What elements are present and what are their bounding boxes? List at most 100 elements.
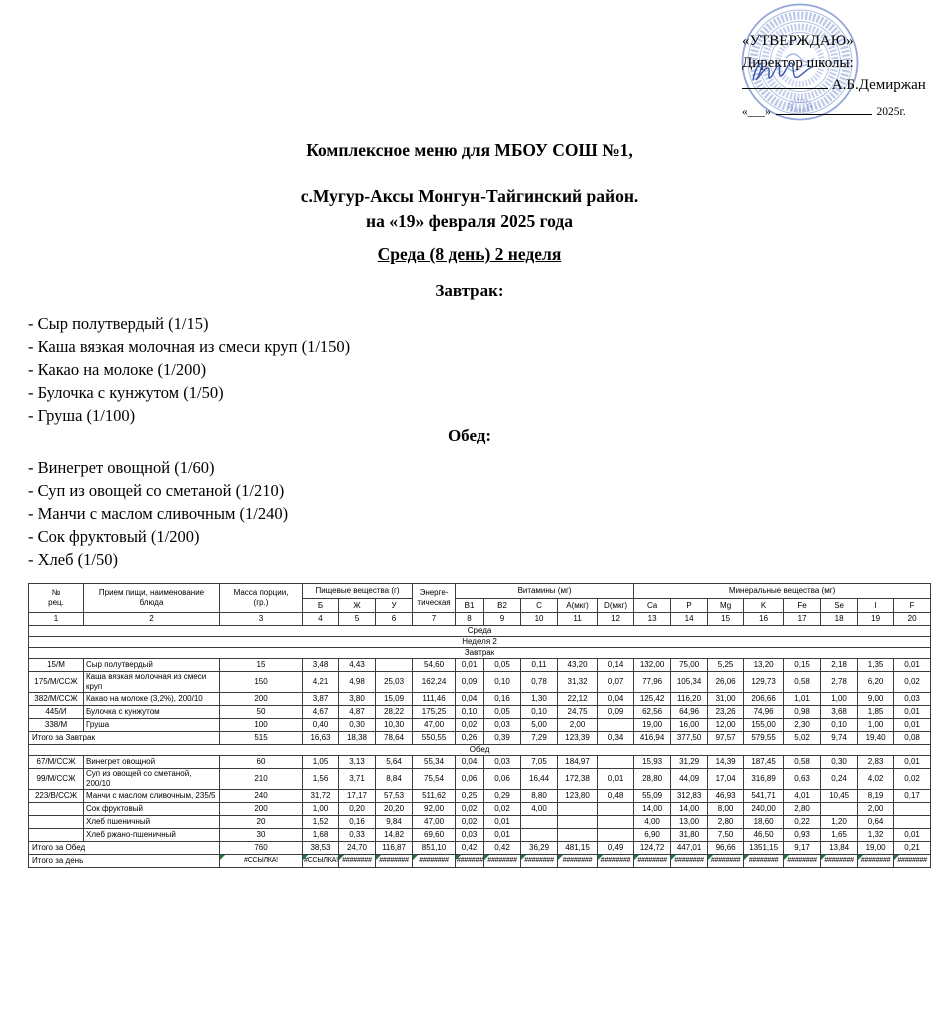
value-cell: 16,00 xyxy=(670,718,709,732)
value-cell xyxy=(820,802,859,816)
dish-name-cell: Винегрет овощной xyxy=(83,755,220,769)
header-column-number: 6 xyxy=(374,612,414,626)
error-cell: ######## xyxy=(374,854,414,868)
value-cell: 2,30 xyxy=(783,718,822,732)
header-column-number: 5 xyxy=(338,612,376,626)
menu-item: - Сок фруктовый (1/200) xyxy=(28,527,200,546)
recipe-code-cell: 445/И xyxy=(28,705,84,719)
total-value-cell: 19,00 xyxy=(857,841,895,855)
doc-title-line2: с.Мугур-Аксы Монгун-Тайгинский район. xyxy=(300,186,639,206)
menu-item: - Булочка с кунжутом (1/50) xyxy=(28,383,224,402)
value-cell: 0,30 xyxy=(338,718,376,732)
header-column-number: 20 xyxy=(893,612,932,626)
value-cell: 7,05 xyxy=(520,755,559,769)
value-cell: 129,73 xyxy=(743,671,785,693)
value-cell: 15 xyxy=(219,658,303,672)
value-cell: 0,01 xyxy=(893,828,932,842)
header-column-number: 18 xyxy=(820,612,859,626)
value-cell: 200 xyxy=(219,802,303,816)
value-cell: 74,96 xyxy=(743,705,785,719)
signature-underline xyxy=(742,88,828,89)
value-cell: 22,12 xyxy=(557,692,599,706)
value-cell: 4,67 xyxy=(302,705,339,719)
header-sub-column: Ca xyxy=(633,598,672,613)
header-dish-name: Прием пищи, наименование блюда xyxy=(83,583,220,613)
value-cell xyxy=(893,815,932,829)
total-value-cell: 78,64 xyxy=(374,731,414,745)
value-cell: 28,80 xyxy=(633,768,672,790)
value-cell: 1,00 xyxy=(302,802,339,816)
day-line-wrap: Среда (8 день) 2 неделя xyxy=(0,244,939,265)
section-row-label: Завтрак xyxy=(27,647,932,659)
header-column-number: 7 xyxy=(412,612,457,626)
total-value-cell: 0,34 xyxy=(597,731,635,745)
value-cell: 0,02 xyxy=(893,671,932,693)
value-cell: 111,46 xyxy=(412,692,457,706)
error-cell: ######## xyxy=(483,854,522,868)
header-sub-column: C xyxy=(520,598,559,613)
value-cell xyxy=(893,802,932,816)
dish-name-cell: Хлеб пшеничный xyxy=(83,815,220,829)
value-cell: 187,45 xyxy=(743,755,785,769)
value-cell: 0,05 xyxy=(483,658,522,672)
lunch-heading: Обед: xyxy=(447,426,492,445)
value-cell: 54,60 xyxy=(412,658,457,672)
year-suffix: 2025г. xyxy=(876,106,906,118)
header-column-number: 16 xyxy=(743,612,785,626)
recipe-code-cell xyxy=(28,815,84,829)
value-cell: 1,52 xyxy=(302,815,339,829)
value-cell: 0,02 xyxy=(455,815,485,829)
value-cell xyxy=(374,658,414,672)
header-column-number: 9 xyxy=(483,612,522,626)
value-cell: 0,01 xyxy=(483,815,522,829)
value-cell: 4,00 xyxy=(633,815,672,829)
value-cell xyxy=(597,815,635,829)
value-cell: 14,00 xyxy=(633,802,672,816)
header-column-number: 3 xyxy=(219,612,303,626)
header-recipe-number: № рец. xyxy=(28,583,84,613)
value-cell: 9,00 xyxy=(857,692,895,706)
value-cell: 0,06 xyxy=(455,768,485,790)
approval-date-line: «___» 2025г. xyxy=(742,101,938,123)
error-cell: ######## xyxy=(820,854,859,868)
menu-item: - Суп из овощей со сметаной (1/210) xyxy=(28,481,285,500)
value-cell: 15,09 xyxy=(374,692,414,706)
header-sub-column: Se xyxy=(820,598,859,613)
header-vitamins-group: Витамины (мг) xyxy=(455,583,635,599)
header-sub-column: I xyxy=(857,598,895,613)
value-cell: 14,00 xyxy=(670,802,709,816)
error-cell: ######## xyxy=(670,854,709,868)
value-cell: 0,64 xyxy=(857,815,895,829)
director-name: А.Б.Демиржан xyxy=(831,77,926,93)
recipe-code-cell: 15/М xyxy=(28,658,84,672)
header-sub-column: Fe xyxy=(783,598,822,613)
value-cell: 1,85 xyxy=(857,705,895,719)
recipe-code-cell: 382/М/ССЖ xyxy=(28,692,84,706)
value-cell: 13,00 xyxy=(670,815,709,829)
value-cell: 511,62 xyxy=(412,789,457,803)
header-column-number: 1 xyxy=(28,612,84,626)
value-cell: 2,00 xyxy=(857,802,895,816)
value-cell: 0,03 xyxy=(483,755,522,769)
section-row-label: Неделя 2 xyxy=(27,636,932,648)
value-cell: 105,34 xyxy=(670,671,709,693)
header-sub-column: А(мкг) xyxy=(557,598,599,613)
value-cell: 0,04 xyxy=(455,755,485,769)
section-row-label: Среда xyxy=(27,625,932,637)
nutrition-table: № рец. Прием пищи, наименование блюда Масса … xyxy=(27,583,932,868)
value-cell: 2,80 xyxy=(707,815,745,829)
value-cell xyxy=(597,828,635,842)
header-column-number: 19 xyxy=(857,612,895,626)
section-row-label: Обед xyxy=(27,744,932,756)
value-cell: 0,01 xyxy=(893,705,932,719)
value-cell: 2,00 xyxy=(557,718,599,732)
dish-name-cell: Каша вязкая молочная из смеси круп xyxy=(83,671,220,693)
header-column-number: 10 xyxy=(520,612,559,626)
total-label-cell: Итого за Обед xyxy=(28,841,220,855)
value-cell: 0,16 xyxy=(483,692,522,706)
value-cell: 172,38 xyxy=(557,768,599,790)
dish-name-cell: Груша xyxy=(83,718,220,732)
total-value-cell: 123,39 xyxy=(557,731,599,745)
value-cell: 26,06 xyxy=(707,671,745,693)
value-cell: 0,25 xyxy=(455,789,485,803)
